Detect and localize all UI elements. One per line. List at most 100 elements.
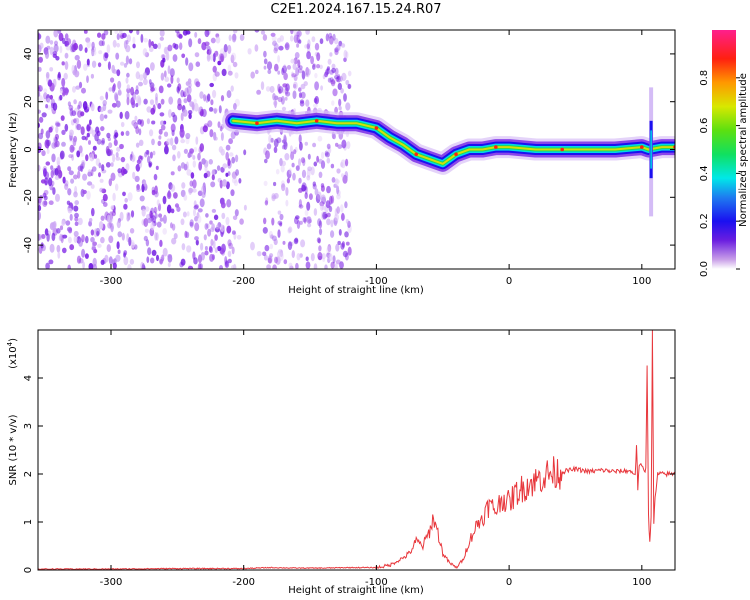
spectrogram-speckle [185,136,190,145]
spectrogram-speckle [123,256,129,266]
spectrogram-speckle [196,215,202,224]
spectrogram-speckle [296,30,302,37]
spectrogram-speckle [317,218,322,227]
spectrogram-speckle [49,243,55,253]
spectrogram-speckle [331,63,336,69]
spectrogram-speckle [177,103,183,111]
spectrogram-speckle [64,123,69,132]
spectrogram-speckle [310,253,315,262]
spectrogram-speckle [195,81,201,88]
spectrogram-speckle [46,140,50,150]
spectrogram-speckle [189,101,195,107]
spectrogram-speckle [225,172,229,177]
spectrogram-speckle [103,30,109,36]
spectrogram-speckle [214,136,218,141]
spectrogram-speckle [181,53,186,59]
spectrogram-speckle [74,200,79,206]
spectrogram-speckle [324,150,329,156]
spectrogram-speckle [52,187,56,195]
spectrogram-speckle [291,250,295,259]
spectrogram-speckle [320,85,323,91]
spectrogram-speckle [298,134,302,144]
spectrogram-speckle [91,46,96,53]
spectrogram-speckle [305,30,310,35]
spectrogram-speckle [347,246,352,256]
spectrogram-speckle [211,174,215,181]
spectrogram-speckle [93,154,98,159]
spectrogram-speckle [214,71,220,77]
spectrogram-speckle [299,220,303,225]
spectrogram-speckle [335,243,340,252]
spectrogram-speckle [186,85,192,95]
spectrogram-speckle [114,30,119,35]
spectrogram-speckle [55,56,60,61]
spectrogram-speckle [330,80,336,85]
spectrogram-speckle [61,129,66,135]
spectrogram-speckle [121,232,125,241]
spectrogram-speckle [254,69,259,75]
spectrogram-speckle [289,265,294,269]
spectrogram-speckle [200,242,204,251]
spectrogram-speckle [301,169,307,179]
spectrogram-speckle [118,30,123,36]
spectrogram-speckle [298,199,302,208]
spectrogram-speckle [74,221,79,226]
spectrogram-speckle [56,244,61,253]
spectrogram-speckle [268,230,273,239]
spectrogram-speckle [91,243,96,250]
spectrogram-speckle [69,244,75,251]
spectrogram-speckle [59,225,64,231]
spectrogram-speckle [221,68,227,77]
spectrogram-speckle [183,148,188,154]
spectrogram-speckle [61,220,66,226]
spectrogram-speckle [87,169,92,176]
spectrogram-speckle [207,120,213,128]
spectrogram-speckle [116,42,120,48]
spectrogram-speckle [319,64,323,70]
spectrogram-speckle [55,125,59,134]
spectrogram-speckle [71,153,74,161]
spectrogram-speckle [324,264,328,269]
spectrogram-speckle [316,155,319,163]
spectrogram-speckle [132,171,136,180]
spectrogram-speckle [275,168,280,175]
colorbar-tick-label: 0.8 [699,70,710,86]
spectrogram-speckle [90,169,94,177]
spectrogram-speckle [49,94,53,100]
spectrogram-speckle [106,44,111,54]
spectrogram-speckle [194,31,198,38]
spectrogram-speckle [52,78,57,88]
spectrogram-speckle [235,169,240,176]
spectrogram-speckle [53,44,59,53]
spectrogram-speckle [263,58,268,65]
trace-hotspot [560,147,564,152]
spectrogram-speckle [285,187,289,196]
spectrogram-speckle [199,108,204,117]
spectrogram-speckle [296,253,301,261]
spectrogram-speckle [98,221,104,230]
spectrogram-speckle [110,162,114,167]
spectrogram-speckle [320,185,325,192]
spectrogram-speckle [148,79,152,85]
spectrogram-speckle [56,156,61,166]
spectrogram-speckle [325,33,330,42]
spectrogram-speckle [219,179,223,189]
spectrogram-speckle [57,165,61,175]
spectrogram-speckle [318,228,323,236]
spectrogram-speckle [113,139,118,147]
spectrogram-speckle [202,125,208,133]
spectrogram-speckle [327,146,332,154]
spectrogram-speckle [149,99,155,105]
spectrogram-speckle [83,63,88,71]
spectrogram-speckle [157,42,162,50]
spectrogram-speckle [108,256,113,265]
spectrogram-speckle [340,204,344,213]
snr-y-axis-label: SNR (10 * v/v) [8,414,19,485]
spectrogram-speckle [278,45,284,51]
spectrogram-speckle [209,220,213,225]
spectrogram-speckle [38,164,41,172]
spectrogram-speckle [143,218,149,227]
spectrogram-speckle [266,264,271,269]
spectrogram-speckle [150,85,154,90]
spectrogram-speckle [205,213,209,218]
